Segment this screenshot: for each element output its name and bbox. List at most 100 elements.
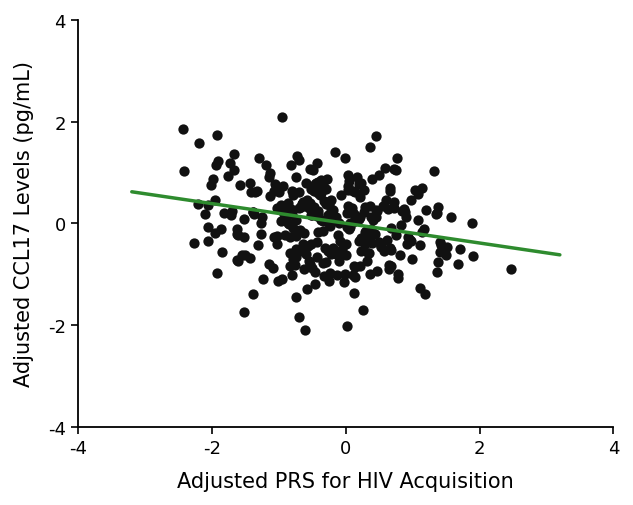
Point: [372, 208, 382, 216]
Point: [301, 250, 311, 258]
Point: [371, 132, 381, 140]
Point: [291, 245, 301, 253]
Point: [410, 186, 420, 194]
Point: [344, 225, 354, 233]
Point: [386, 246, 396, 255]
Point: [361, 228, 371, 236]
Point: [375, 243, 385, 251]
Point: [349, 263, 360, 271]
Point: [400, 209, 410, 217]
Point: [389, 204, 399, 212]
Point: [360, 208, 370, 216]
Point: [323, 218, 334, 226]
Point: [272, 204, 282, 212]
Point: [232, 231, 242, 239]
Point: [356, 179, 366, 187]
Point: [305, 166, 315, 174]
Point: [348, 188, 358, 196]
Point: [203, 237, 213, 245]
Point: [265, 193, 275, 201]
Point: [277, 275, 287, 283]
Point: [415, 284, 425, 292]
Point: [354, 181, 364, 189]
Point: [328, 207, 338, 215]
Point: [358, 306, 368, 314]
Point: [245, 179, 255, 187]
Point: [274, 188, 284, 196]
Point: [397, 208, 407, 216]
Point: [291, 233, 301, 241]
Point: [301, 203, 311, 211]
Point: [360, 204, 370, 212]
Point: [403, 233, 413, 241]
Point: [298, 240, 308, 248]
Point: [332, 249, 342, 257]
Point: [211, 161, 221, 169]
Point: [380, 165, 391, 173]
Point: [268, 265, 278, 273]
Point: [401, 240, 411, 248]
Point: [249, 189, 260, 197]
Point: [341, 252, 351, 260]
Point: [321, 258, 331, 266]
Point: [298, 198, 308, 206]
Point: [349, 210, 359, 218]
Point: [269, 233, 279, 241]
Point: [284, 221, 294, 229]
Point: [256, 231, 266, 239]
Point: [272, 240, 282, 248]
Point: [298, 248, 308, 256]
Point: [286, 162, 296, 170]
Point: [367, 230, 377, 238]
Point: [366, 226, 376, 234]
Point: [341, 270, 351, 278]
Point: [363, 249, 373, 257]
Point: [342, 210, 352, 218]
Point: [372, 268, 382, 276]
Point: [279, 211, 289, 219]
Point: [310, 188, 320, 196]
Point: [233, 257, 243, 265]
Point: [421, 207, 431, 215]
Point: [385, 188, 396, 196]
Point: [325, 197, 335, 206]
Point: [345, 219, 355, 227]
Point: [370, 214, 380, 222]
Point: [258, 214, 268, 222]
Point: [362, 232, 372, 240]
Point: [308, 167, 318, 175]
Point: [343, 172, 353, 180]
Point: [240, 252, 250, 260]
Point: [355, 263, 365, 271]
Point: [258, 276, 268, 284]
Point: [291, 254, 301, 262]
Point: [306, 211, 316, 219]
Point: [348, 271, 358, 279]
Point: [377, 203, 387, 211]
Point: [330, 148, 340, 157]
Point: [468, 252, 478, 260]
Point: [294, 314, 304, 322]
Point: [432, 210, 442, 218]
Point: [294, 189, 304, 197]
Point: [282, 220, 292, 228]
Point: [248, 209, 258, 217]
Point: [417, 228, 427, 236]
Point: [406, 238, 416, 246]
Point: [325, 222, 335, 230]
Point: [237, 252, 247, 260]
Point: [291, 173, 301, 181]
Point: [365, 143, 375, 152]
Point: [239, 233, 249, 241]
Point: [336, 191, 346, 199]
Point: [269, 187, 279, 195]
Point: [441, 251, 451, 260]
Point: [215, 225, 225, 233]
Point: [249, 211, 259, 219]
Point: [229, 167, 239, 175]
Point: [395, 251, 405, 260]
Point: [365, 202, 375, 210]
Point: [396, 222, 406, 230]
Point: [327, 216, 337, 224]
Point: [405, 236, 415, 244]
